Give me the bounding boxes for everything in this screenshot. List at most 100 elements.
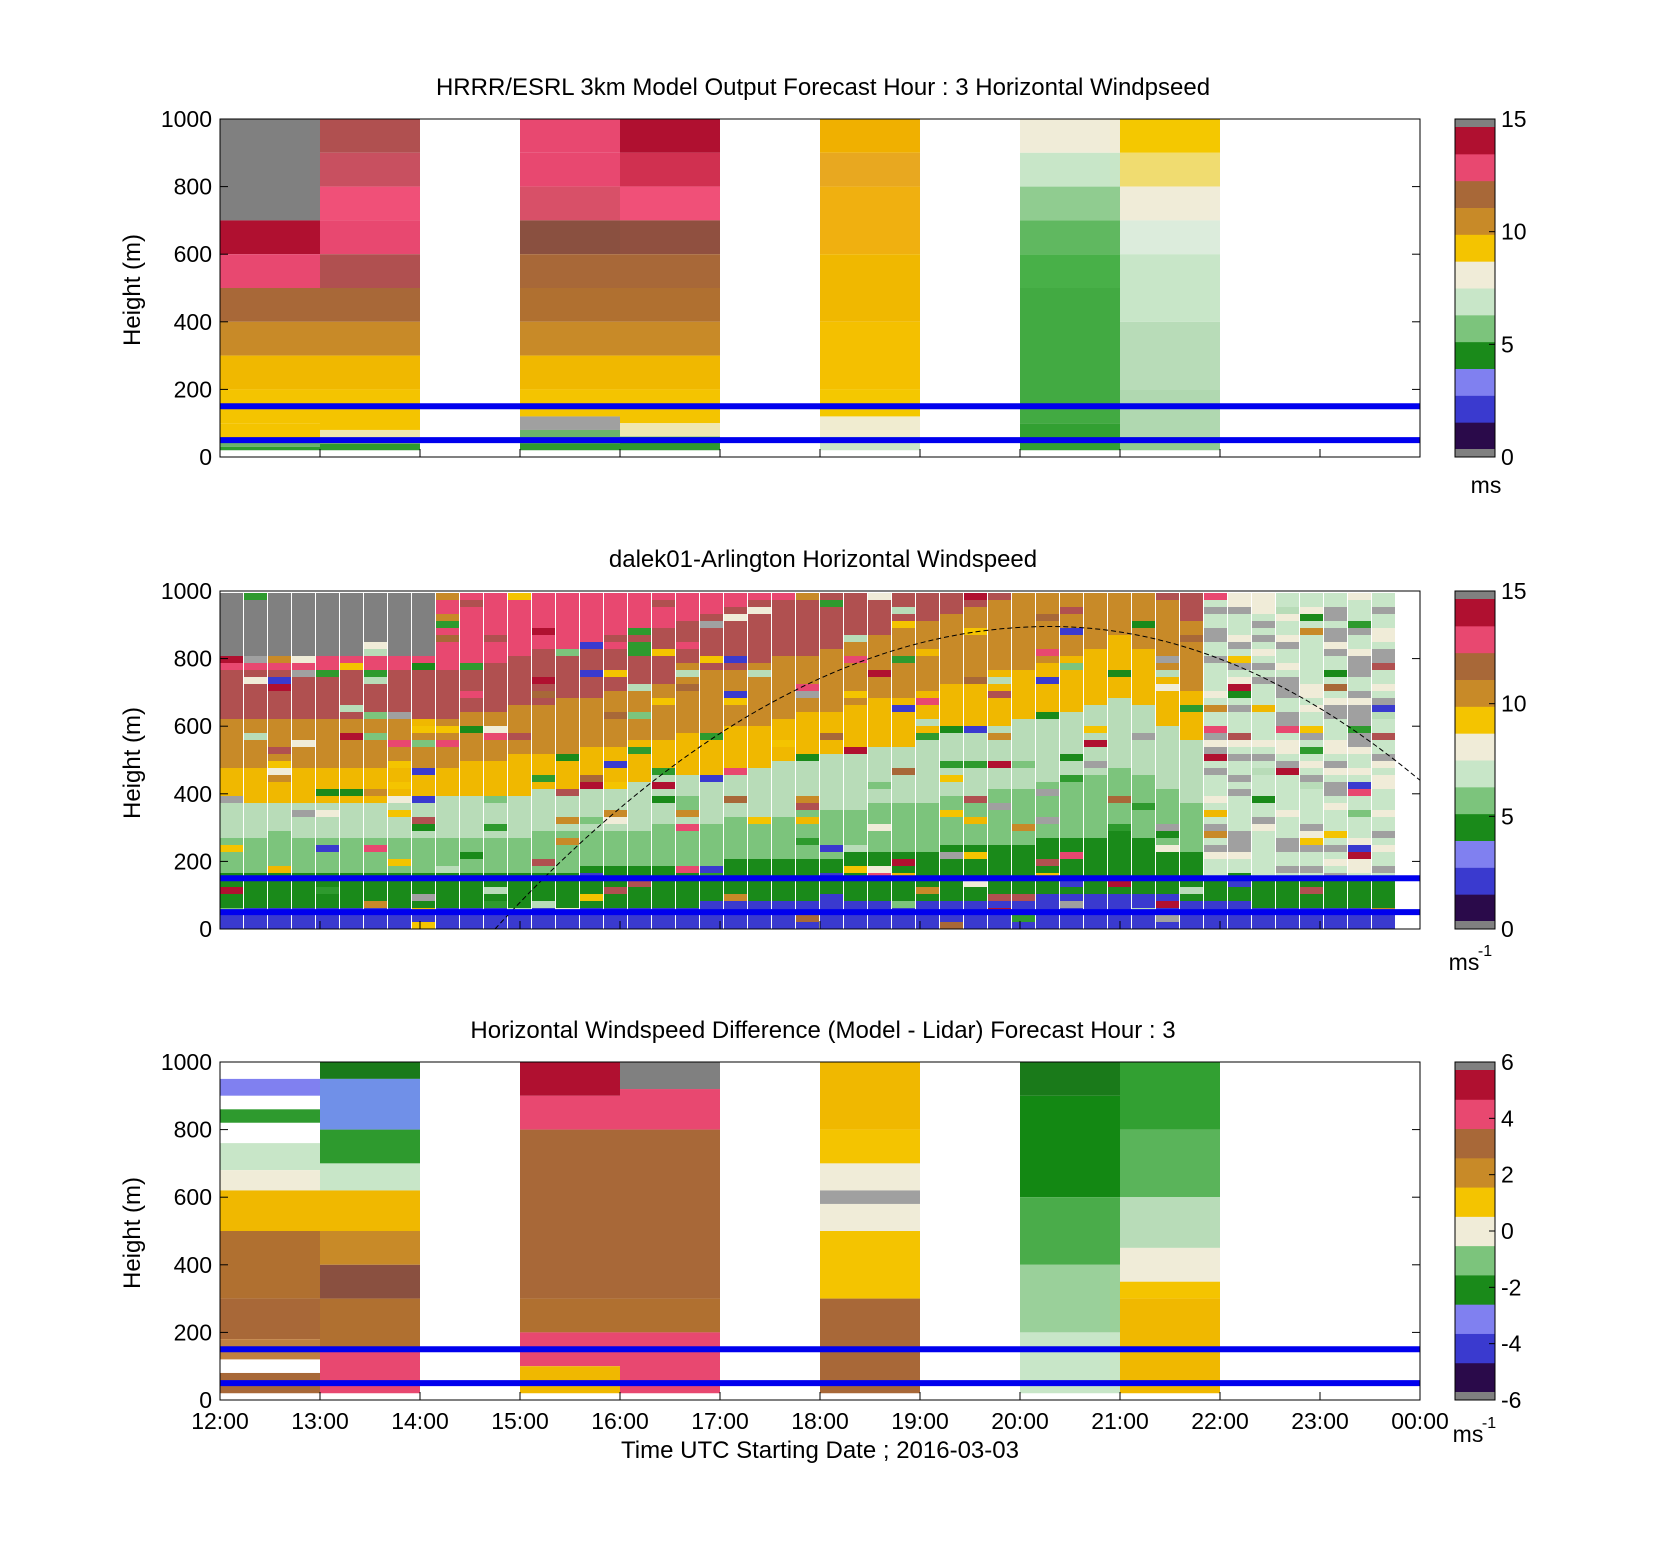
boundary-layer-curve bbox=[494, 626, 1421, 930]
heatmap-cell bbox=[988, 593, 1011, 600]
heatmap-cell bbox=[1036, 677, 1059, 684]
heatmap-cell bbox=[340, 607, 363, 614]
heatmap-cell bbox=[796, 859, 819, 866]
heatmap-cell bbox=[628, 614, 651, 621]
heatmap-cell bbox=[1204, 719, 1227, 726]
heatmap-cell bbox=[1372, 733, 1395, 740]
heatmap-cell bbox=[508, 698, 531, 705]
heatmap-cell bbox=[340, 733, 363, 740]
heatmap-cell bbox=[580, 691, 603, 698]
heatmap-cell bbox=[820, 845, 843, 852]
heatmap-cell bbox=[1324, 782, 1347, 789]
heatmap-cell bbox=[484, 705, 507, 712]
heatmap-cell bbox=[1348, 705, 1371, 712]
heatmap-cell bbox=[436, 670, 459, 677]
heatmap-cell bbox=[940, 628, 963, 635]
heatmap-cell bbox=[772, 691, 795, 698]
heatmap-cell bbox=[1012, 817, 1035, 824]
heatmap-cell bbox=[268, 677, 291, 684]
heatmap-cell bbox=[412, 922, 435, 929]
heatmap-cell bbox=[292, 887, 315, 894]
heatmap-cell bbox=[244, 838, 267, 845]
heatmap-cell bbox=[1012, 635, 1035, 642]
heatmap-cell bbox=[436, 831, 459, 838]
y-tick-label: 1000 bbox=[161, 1049, 212, 1075]
heatmap-cell bbox=[1012, 677, 1035, 684]
heatmap-cell bbox=[748, 789, 771, 796]
heatmap-cell bbox=[1348, 817, 1371, 824]
heatmap-cell bbox=[628, 656, 651, 663]
heatmap-cell bbox=[484, 719, 507, 726]
heatmap-cell bbox=[316, 642, 339, 649]
heatmap-cell bbox=[1132, 803, 1155, 810]
heatmap-cell bbox=[320, 1264, 420, 1299]
heatmap-cell bbox=[868, 761, 891, 768]
heatmap-cell bbox=[772, 782, 795, 789]
heatmap-cell bbox=[988, 670, 1011, 677]
heatmap-cell bbox=[628, 775, 651, 782]
heatmap-cell bbox=[1276, 719, 1299, 726]
heatmap-cell bbox=[628, 887, 651, 894]
heatmap-cell bbox=[676, 887, 699, 894]
heatmap-cell bbox=[748, 649, 771, 656]
heatmap-cell bbox=[580, 719, 603, 726]
heatmap-cell bbox=[820, 740, 843, 747]
heatmap-cell bbox=[1132, 747, 1155, 754]
heatmap-cell bbox=[1180, 614, 1203, 621]
heatmap-cell bbox=[892, 677, 915, 684]
heatmap-cell bbox=[1036, 768, 1059, 775]
heatmap-cell bbox=[1252, 894, 1275, 901]
heatmap-cell bbox=[988, 824, 1011, 831]
heatmap-cell bbox=[620, 220, 720, 255]
heatmap-cell bbox=[580, 600, 603, 607]
heatmap-cell bbox=[1300, 642, 1323, 649]
heatmap-cell bbox=[604, 726, 627, 733]
heatmap-cell bbox=[556, 866, 579, 873]
heatmap-cell bbox=[1132, 866, 1155, 873]
heatmap-cell bbox=[1252, 817, 1275, 824]
heatmap-cell bbox=[604, 698, 627, 705]
heatmap-cell bbox=[484, 614, 507, 621]
heatmap-cell bbox=[340, 614, 363, 621]
heatmap-cell bbox=[1372, 817, 1395, 824]
heatmap-cell bbox=[964, 803, 987, 810]
heatmap-cell bbox=[604, 866, 627, 873]
heatmap-cell bbox=[436, 775, 459, 782]
heatmap-cell bbox=[580, 796, 603, 803]
heatmap-cell bbox=[412, 670, 435, 677]
heatmap-cell bbox=[1300, 677, 1323, 684]
heatmap-cell bbox=[652, 684, 675, 691]
heatmap-cell bbox=[916, 698, 939, 705]
heatmap-cell bbox=[916, 817, 939, 824]
heatmap-cell bbox=[604, 670, 627, 677]
heatmap-cell bbox=[460, 887, 483, 894]
heatmap-cell bbox=[1084, 887, 1107, 894]
heatmap-cell bbox=[964, 600, 987, 607]
heatmap-cell bbox=[796, 810, 819, 817]
heatmap-cell bbox=[220, 845, 243, 852]
heatmap-cell bbox=[1120, 1247, 1220, 1282]
heatmap-cell bbox=[1324, 712, 1347, 719]
heatmap-cell bbox=[340, 845, 363, 852]
heatmap-cell bbox=[676, 677, 699, 684]
heatmap-cell bbox=[484, 698, 507, 705]
heatmap-cell bbox=[1012, 789, 1035, 796]
heatmap-cell bbox=[580, 712, 603, 719]
heatmap-cell bbox=[436, 922, 459, 929]
heatmap-cell bbox=[316, 803, 339, 810]
heatmap-cell bbox=[1180, 831, 1203, 838]
heatmap-cell bbox=[1132, 642, 1155, 649]
heatmap-cell bbox=[676, 782, 699, 789]
heatmap-cell bbox=[292, 698, 315, 705]
heatmap-cell bbox=[748, 747, 771, 754]
heatmap-cell bbox=[892, 733, 915, 740]
heatmap-cell bbox=[772, 726, 795, 733]
heatmap-cell bbox=[748, 796, 771, 803]
heatmap-cell bbox=[1276, 698, 1299, 705]
heatmap-cell bbox=[436, 607, 459, 614]
heatmap-cell bbox=[1324, 698, 1347, 705]
heatmap-cell bbox=[772, 600, 795, 607]
heatmap-cell bbox=[484, 831, 507, 838]
heatmap-cell bbox=[1084, 915, 1107, 922]
heatmap-cell bbox=[1348, 761, 1371, 768]
